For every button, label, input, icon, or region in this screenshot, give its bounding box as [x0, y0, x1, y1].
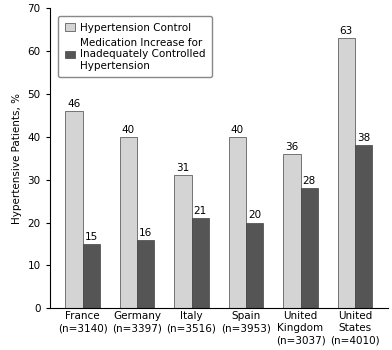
Text: 15: 15	[85, 232, 98, 242]
Text: 40: 40	[122, 125, 135, 135]
Bar	[229, 137, 246, 308]
Text: 63: 63	[340, 26, 353, 36]
Text: 31: 31	[176, 163, 189, 173]
Text: 36: 36	[285, 142, 298, 152]
Bar	[65, 111, 83, 308]
Legend: Hypertension Control, Medication Increase for
Inadequately Controlled
Hypertensi: Hypertension Control, Medication Increas…	[58, 16, 212, 77]
Y-axis label: Hypertensive Patients, %: Hypertensive Patients, %	[12, 93, 22, 224]
Text: 28: 28	[303, 176, 316, 186]
Text: 38: 38	[357, 133, 370, 143]
Text: 16: 16	[139, 228, 152, 238]
Bar	[83, 244, 100, 308]
Bar	[174, 175, 192, 308]
Text: 40: 40	[231, 125, 244, 135]
Bar	[246, 223, 263, 308]
Bar	[120, 137, 137, 308]
Bar	[283, 154, 301, 308]
Bar	[137, 240, 154, 308]
Text: 46: 46	[67, 99, 80, 109]
Bar	[338, 38, 355, 308]
Text: 20: 20	[248, 210, 261, 220]
Text: 21: 21	[194, 206, 207, 216]
Bar	[301, 188, 318, 308]
Bar	[355, 145, 372, 308]
Bar	[192, 218, 209, 308]
